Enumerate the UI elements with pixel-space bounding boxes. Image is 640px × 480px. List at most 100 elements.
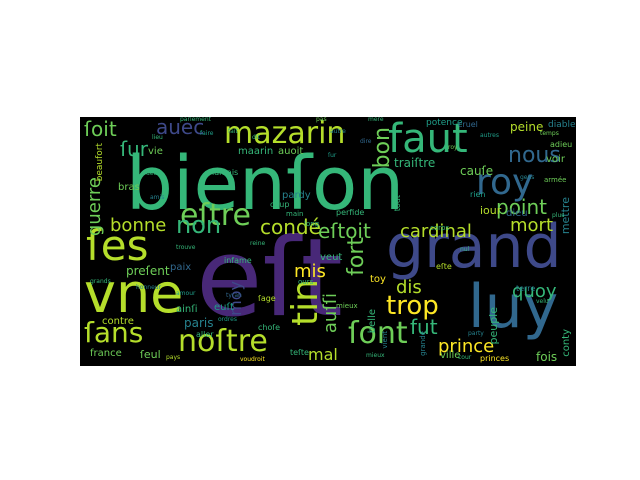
word-cloud: eſt bienſon grand luy vne faut mazarin r…	[80, 117, 576, 366]
word-ordres: ordres	[218, 316, 237, 323]
word-eftre: eſtre	[180, 198, 251, 233]
word-princes: princes	[480, 354, 510, 363]
word-fait: fait	[228, 128, 238, 135]
word-coup: coup	[270, 200, 290, 209]
word-peuple: peuple	[487, 307, 500, 345]
word-mieux2: mieux	[366, 352, 385, 359]
word-contre: contre	[102, 316, 134, 327]
word-rien: rien	[470, 190, 486, 199]
word-mis: mis	[294, 261, 326, 282]
word-bon: bon	[370, 127, 395, 169]
word-autres: autres	[480, 132, 499, 139]
word-roy2: roy	[448, 144, 458, 151]
word-iour: iour	[480, 204, 502, 217]
word-honneur: honneur	[136, 284, 162, 291]
word-euft: euſt	[214, 302, 234, 313]
word-conty: conty	[561, 329, 572, 357]
word-guerre: guerre	[84, 177, 105, 237]
word-autre: autre	[330, 128, 346, 135]
word-deux: deux	[146, 170, 161, 177]
word-terre: terre	[516, 284, 536, 293]
word-quoy: quoy	[512, 281, 557, 302]
word-mere: mere	[368, 117, 384, 123]
word-efoit: eſtoit	[318, 219, 371, 243]
word-cour: cour	[458, 354, 472, 361]
word-parlement: parlement	[180, 117, 212, 123]
word-point: point	[496, 195, 548, 219]
word-party: party	[468, 330, 484, 337]
word-chofe: choſe	[258, 323, 281, 332]
word-trop: trop	[386, 291, 439, 321]
word-ans: ſans	[84, 316, 144, 349]
word-beaufort: beaufort	[95, 143, 105, 182]
word-prefent: preſent	[126, 264, 170, 278]
word-ours: ours	[298, 278, 314, 286]
word-res: ſes	[86, 221, 149, 270]
word-dire: dire	[360, 138, 372, 145]
word-efte: eſte	[436, 262, 452, 271]
word-auec: auec	[156, 117, 205, 139]
word-non: non	[176, 211, 222, 239]
word-fois: fois	[536, 350, 558, 364]
word-trouve: trouve	[176, 244, 196, 251]
word-reine: reine	[250, 240, 266, 247]
word-veut: veut	[320, 252, 343, 263]
word-belle: belle	[367, 309, 378, 334]
word-cardinal: cardinal	[400, 221, 472, 242]
word-tin: tin	[285, 279, 326, 326]
word-tyran: tyran	[226, 292, 242, 299]
word-font: ſont	[348, 316, 408, 351]
word-vne: vne	[84, 262, 184, 325]
word-velu: velu	[536, 298, 549, 305]
word-amour: amour	[176, 290, 196, 297]
word-temps: temps	[540, 130, 559, 137]
word-conde: condé	[260, 215, 321, 239]
word-mal: mal	[308, 345, 338, 364]
word-bras: bras	[118, 182, 140, 193]
word-long: long	[304, 220, 320, 228]
word-caufe: cauſe	[460, 164, 494, 178]
word-bonne: bonne	[110, 215, 167, 236]
word-fur: ſur	[120, 137, 148, 161]
word-paix: paix	[170, 262, 192, 273]
word-adieu: adieu	[550, 140, 573, 149]
word-prince: prince	[438, 336, 495, 357]
word-diable: diable	[548, 120, 576, 130]
word-voudroit: voudroit	[240, 356, 265, 363]
word-fage: ſage	[258, 294, 276, 303]
word-ville: ville	[440, 350, 461, 361]
word-tout: tout	[393, 195, 402, 212]
word-nous: nous	[508, 143, 561, 168]
word-pardy: pardy	[282, 190, 311, 201]
word-iamais: iamais	[212, 168, 239, 177]
word-grands: grands	[90, 278, 111, 285]
word-fur2: ſur	[328, 152, 337, 159]
word-paris: paris	[184, 316, 214, 330]
word-luy: luy	[468, 272, 559, 342]
word-voir: voir	[546, 154, 565, 165]
word-dis: dis	[396, 277, 422, 298]
word-fort: fort	[344, 237, 369, 276]
word-seul: ſeul	[140, 348, 161, 361]
word-gens: gens	[520, 174, 535, 181]
word-grande: grande	[419, 331, 427, 356]
word-maarin: maarin	[238, 146, 274, 157]
word-toy: toy	[370, 274, 386, 285]
word-ainfi: ainſi	[176, 304, 198, 315]
word-dieu: dieu	[506, 208, 528, 219]
word-peine: peine	[510, 120, 544, 134]
word-faire: faire	[200, 130, 214, 137]
word-bienfon: bienſon	[126, 141, 405, 227]
word-traiftre: traiſtre	[394, 156, 436, 170]
word-lieu: lieu	[152, 134, 163, 141]
word-pays: pays	[166, 354, 181, 361]
word-infame: infame	[224, 256, 252, 265]
word-armee: armée	[544, 176, 567, 184]
word-aller: aller	[196, 330, 214, 339]
word-mieux: mieux	[336, 302, 358, 310]
word-fut: fut	[410, 315, 438, 339]
word-grand: grand	[386, 212, 562, 282]
word-noftre: noſtre	[178, 324, 268, 359]
word-aufi: auſſi	[320, 293, 341, 334]
word-foit: ſoit	[84, 117, 117, 141]
